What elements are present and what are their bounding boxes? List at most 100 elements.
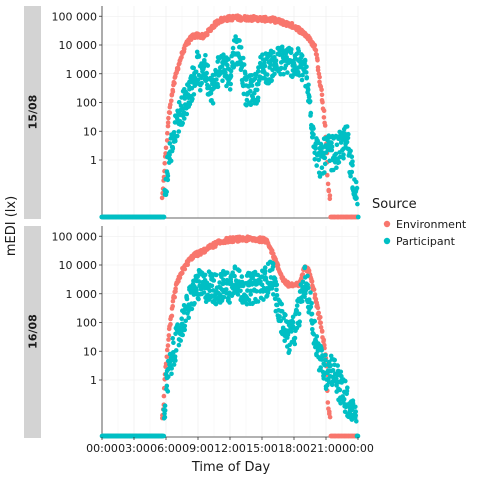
data-point: [321, 339, 326, 344]
data-point: [255, 69, 261, 74]
data-point: [164, 383, 170, 389]
data-point: [173, 138, 178, 144]
series-participant: [99, 34, 361, 220]
data-point: [196, 296, 201, 302]
data-point: [172, 294, 177, 300]
y-tick-label: 1: [90, 154, 97, 167]
x-tick-label: 06:00: [150, 442, 182, 455]
data-point: [316, 310, 322, 316]
data-point: [182, 323, 188, 329]
facet-strip-label: 16/08: [27, 314, 40, 349]
data-point: [283, 312, 288, 318]
data-point: [205, 63, 211, 68]
data-point: [241, 62, 247, 67]
data-point: [228, 81, 233, 87]
data-point: [219, 298, 225, 303]
facet-strip-label: 15/08: [27, 95, 40, 130]
data-point: [166, 115, 171, 121]
data-point: [325, 172, 330, 178]
data-point: [249, 73, 254, 78]
data-point: [202, 272, 208, 278]
data-point: [169, 98, 174, 104]
data-point: [161, 433, 167, 439]
data-point: [273, 58, 279, 63]
data-point: [173, 348, 179, 353]
data-point: [345, 135, 351, 141]
y-axis-title: mEDI (lx): [4, 196, 19, 256]
data-point: [328, 140, 334, 145]
data-point: [343, 378, 348, 384]
data-point: [344, 388, 350, 394]
data-point: [248, 292, 253, 297]
data-point: [353, 413, 359, 418]
data-point: [194, 49, 200, 55]
data-point: [269, 78, 274, 83]
data-point: [162, 408, 168, 413]
data-point: [287, 348, 292, 353]
data-point: [176, 129, 182, 134]
data-point: [196, 54, 202, 59]
data-point: [322, 161, 328, 167]
data-point: [306, 95, 312, 100]
data-point: [315, 305, 321, 311]
data-point: [201, 290, 207, 295]
legend-key-environment: [383, 220, 391, 228]
data-point: [314, 334, 320, 339]
data-point: [310, 327, 315, 332]
data-point: [161, 214, 167, 220]
data-point: [189, 306, 195, 312]
data-point: [211, 278, 217, 283]
data-point: [182, 266, 188, 272]
data-point: [166, 374, 171, 380]
data-point: [171, 362, 177, 367]
data-point: [292, 341, 298, 347]
data-point: [162, 161, 167, 166]
x-axis-title: Time of Day: [191, 460, 271, 475]
y-tick-label: 10 000: [59, 39, 98, 52]
data-point: [228, 73, 234, 79]
data-point: [355, 201, 360, 207]
data-point: [180, 120, 185, 126]
x-tick-label: 15:00: [246, 442, 278, 455]
data-point: [214, 77, 219, 82]
data-point: [172, 81, 177, 86]
y-tick-label: 10: [83, 345, 97, 358]
data-point: [263, 275, 269, 280]
data-point: [203, 53, 208, 58]
data-point: [180, 332, 185, 338]
data-point: [170, 298, 176, 304]
data-point: [198, 88, 203, 93]
data-point: [311, 287, 317, 292]
data-point: [184, 111, 190, 117]
data-point: [272, 71, 277, 77]
data-point: [191, 65, 196, 71]
data-point: [329, 144, 335, 150]
data-point: [300, 72, 305, 78]
data-point: [219, 64, 225, 69]
data-point: [162, 403, 168, 409]
data-point: [334, 165, 339, 170]
data-point: [302, 57, 308, 63]
data-point: [274, 293, 280, 298]
data-point: [232, 273, 237, 279]
data-point: [254, 289, 259, 294]
data-point: [311, 132, 316, 137]
data-point: [178, 338, 183, 343]
data-point: [168, 102, 173, 107]
data-point: [300, 299, 305, 304]
data-point: [321, 108, 327, 113]
data-point: [195, 77, 201, 83]
data-point: [306, 82, 311, 88]
data-point: [159, 195, 165, 201]
data-point: [289, 47, 294, 52]
data-point: [282, 338, 288, 344]
data-point: [337, 387, 343, 393]
x-tick-label: 09:00: [182, 442, 214, 455]
data-point: [193, 69, 199, 75]
data-point: [322, 363, 328, 368]
data-point: [299, 77, 305, 83]
data-point: [322, 155, 328, 161]
data-point: [319, 165, 325, 170]
data-point: [309, 301, 314, 306]
data-point: [334, 142, 340, 148]
